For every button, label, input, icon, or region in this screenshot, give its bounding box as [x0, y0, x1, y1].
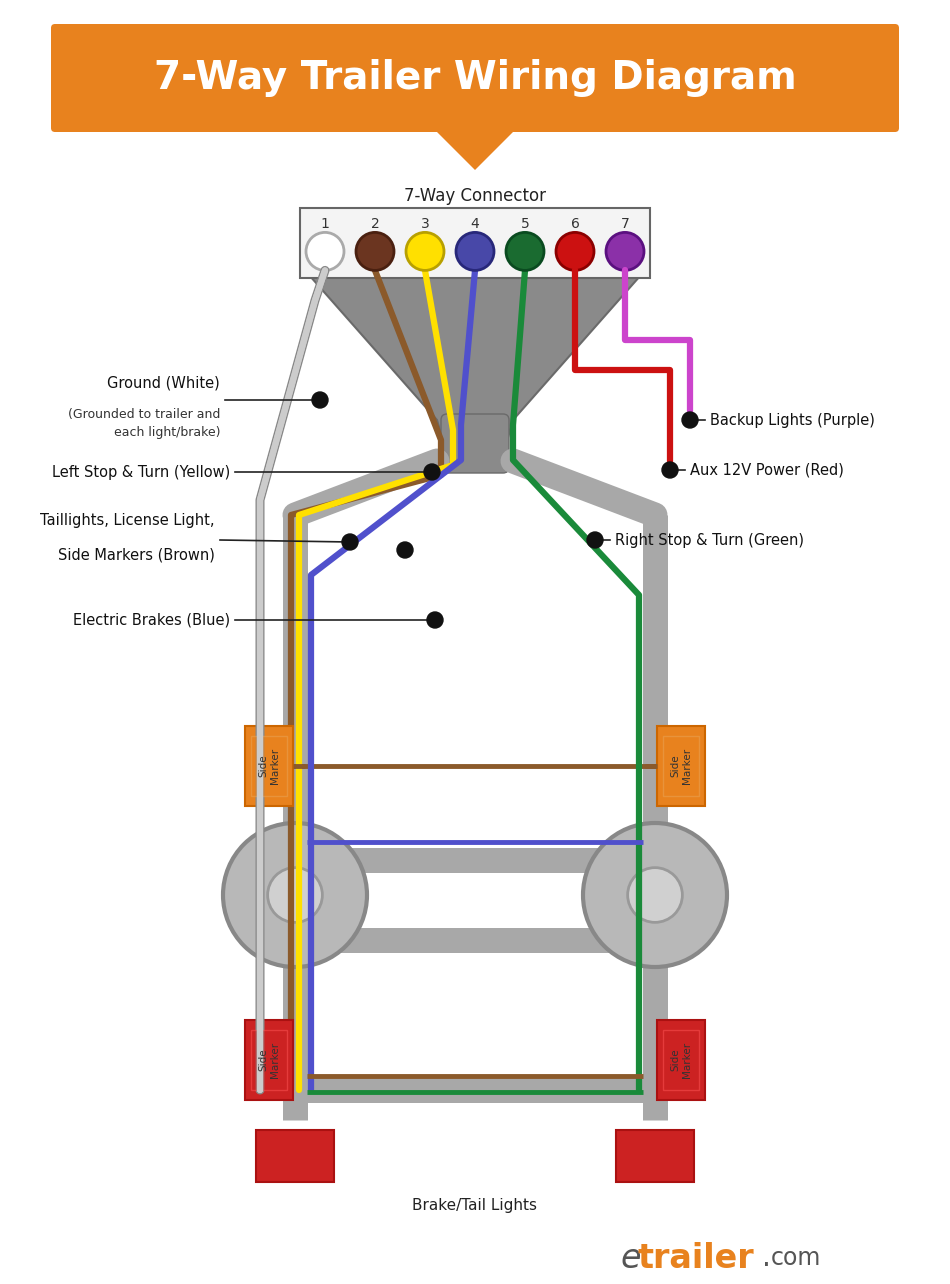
Text: Side Markers (Brown): Side Markers (Brown)	[58, 548, 215, 562]
Bar	[251, 736, 287, 796]
Text: 1: 1	[320, 217, 330, 231]
Circle shape	[506, 232, 544, 271]
Text: e: e	[620, 1242, 640, 1275]
Circle shape	[556, 232, 594, 271]
Circle shape	[583, 823, 727, 967]
Polygon shape	[305, 271, 645, 455]
Circle shape	[397, 542, 413, 559]
Circle shape	[312, 392, 328, 408]
Circle shape	[342, 534, 358, 550]
FancyBboxPatch shape	[441, 413, 509, 473]
Bar	[657, 725, 705, 806]
Text: Brake/Tail Lights: Brake/Tail Lights	[412, 1198, 538, 1213]
Text: Right Stop & Turn (Green): Right Stop & Turn (Green)	[615, 533, 804, 547]
Bar	[300, 208, 650, 279]
Text: Side
Marker: Side Marker	[258, 1041, 280, 1079]
Circle shape	[606, 232, 644, 271]
FancyBboxPatch shape	[51, 24, 899, 132]
Text: 5: 5	[521, 217, 529, 231]
Text: Side
Marker: Side Marker	[670, 749, 692, 785]
Text: 6: 6	[571, 217, 579, 231]
Bar	[256, 1130, 334, 1183]
Bar	[616, 1130, 694, 1183]
Polygon shape	[433, 128, 517, 169]
Text: Electric Brakes (Blue): Electric Brakes (Blue)	[73, 612, 230, 628]
Circle shape	[682, 412, 698, 428]
Text: Side
Marker: Side Marker	[258, 749, 280, 785]
Bar	[245, 725, 293, 806]
Text: Backup Lights (Purple): Backup Lights (Purple)	[710, 412, 875, 428]
Text: each light/brake): each light/brake)	[113, 426, 220, 439]
Bar	[251, 1030, 287, 1090]
Circle shape	[356, 232, 394, 271]
Text: Aux 12V Power (Red): Aux 12V Power (Red)	[690, 462, 844, 478]
Text: (Grounded to trailer and: (Grounded to trailer and	[67, 408, 220, 421]
Circle shape	[306, 232, 344, 271]
Text: Ground (White): Ground (White)	[107, 375, 220, 390]
Circle shape	[662, 462, 678, 478]
Circle shape	[427, 612, 443, 628]
Text: trailer: trailer	[637, 1242, 753, 1275]
Circle shape	[406, 232, 444, 271]
Text: Side
Marker: Side Marker	[670, 1041, 692, 1079]
Bar	[663, 1030, 699, 1090]
Circle shape	[456, 232, 494, 271]
Text: com: com	[771, 1245, 822, 1270]
Bar	[663, 736, 699, 796]
Circle shape	[223, 823, 367, 967]
Bar	[245, 1019, 293, 1100]
Text: 7: 7	[620, 217, 629, 231]
Text: 7-Way Trailer Wiring Diagram: 7-Way Trailer Wiring Diagram	[154, 59, 796, 98]
Circle shape	[628, 868, 682, 922]
Text: 3: 3	[421, 217, 429, 231]
Text: .: .	[762, 1244, 770, 1272]
Circle shape	[587, 532, 603, 548]
Text: 7-Way Connector: 7-Way Connector	[404, 187, 546, 205]
Text: Left Stop & Turn (Yellow): Left Stop & Turn (Yellow)	[51, 465, 230, 479]
Text: 2: 2	[370, 217, 379, 231]
Circle shape	[268, 868, 322, 922]
Text: Taillights, License Light,: Taillights, License Light,	[41, 514, 215, 528]
Circle shape	[424, 464, 440, 480]
Bar	[657, 1019, 705, 1100]
Text: 4: 4	[470, 217, 480, 231]
